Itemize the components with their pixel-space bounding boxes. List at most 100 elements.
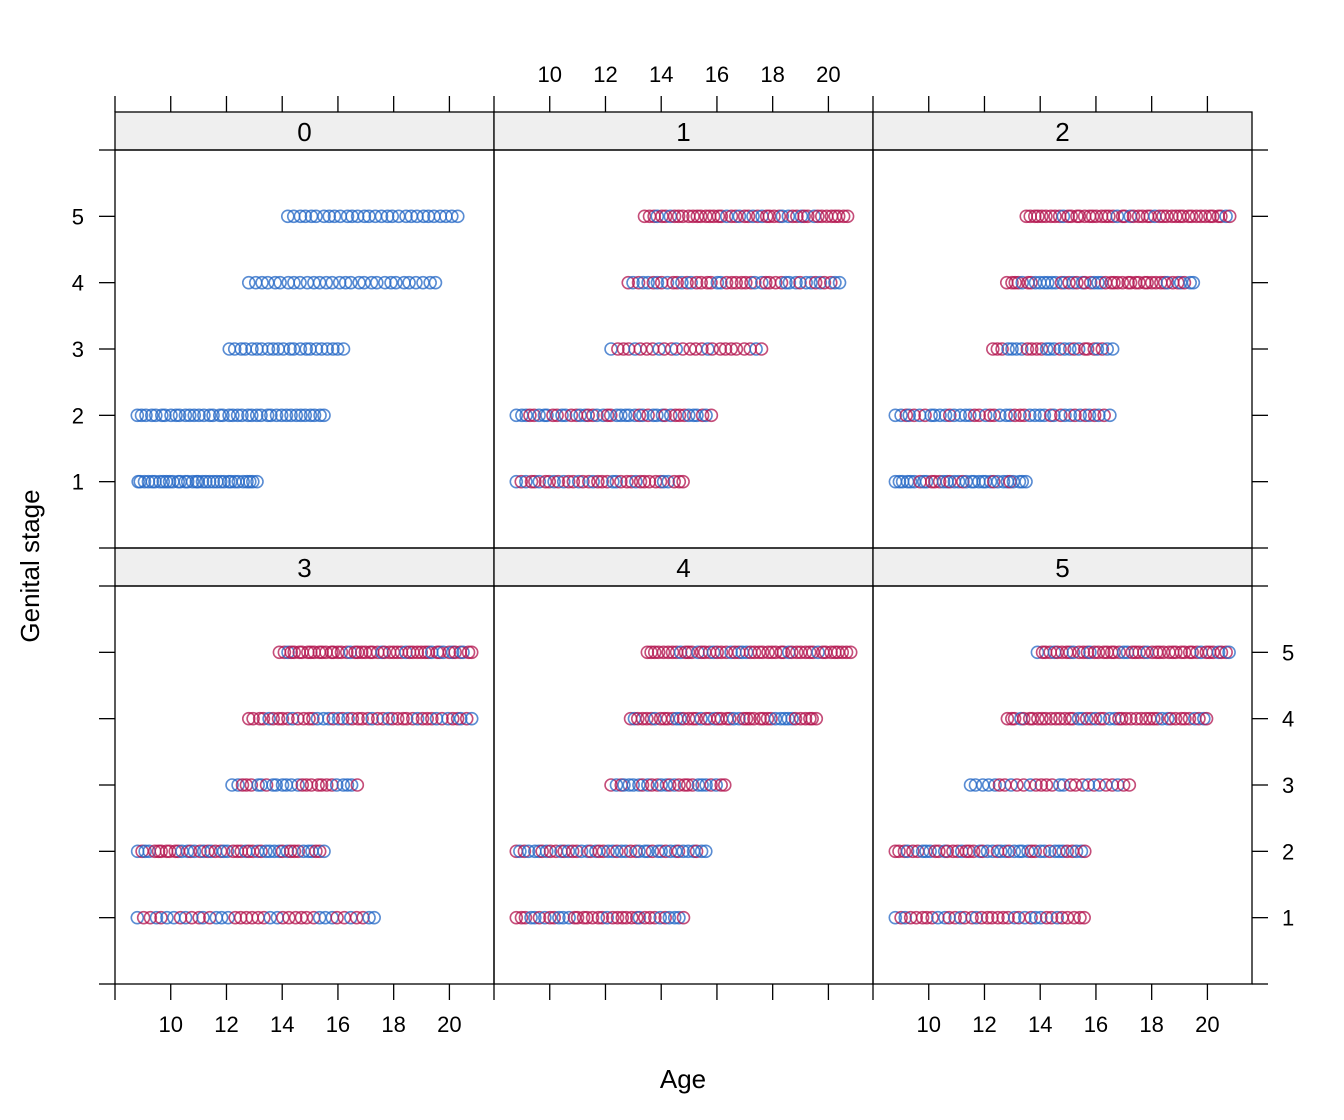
data-point: [1007, 844, 1022, 859]
points: [130, 209, 1237, 925]
data-point: [345, 711, 360, 726]
data-point: [714, 275, 728, 290]
panel-strip-label: 1: [676, 117, 690, 147]
data-point: [671, 844, 686, 859]
data-point: [396, 711, 410, 726]
data-point: [1035, 711, 1049, 726]
data-point: [658, 209, 673, 224]
data-point: [1024, 342, 1039, 356]
data-point: [709, 778, 723, 792]
data-point: [1015, 474, 1030, 489]
data-point: [1067, 910, 1081, 925]
data-point: [1013, 408, 1027, 423]
y-tick-label-right: 2: [1282, 839, 1294, 864]
data-point: [206, 474, 221, 489]
data-point: [667, 474, 681, 489]
data-point: [180, 474, 195, 489]
data-point: [666, 275, 681, 290]
data-point: [287, 275, 301, 290]
data-point: [260, 408, 275, 423]
data-point: [1019, 474, 1033, 489]
data-point: [1222, 645, 1236, 660]
data-point: [1168, 711, 1183, 726]
data-point: [737, 209, 752, 224]
data-point: [344, 778, 359, 792]
data-point: [595, 910, 610, 925]
data-point: [1115, 275, 1130, 290]
data-point: [291, 778, 305, 792]
data-point: [676, 910, 691, 925]
data-point: [1029, 342, 1044, 356]
data-point: [1047, 408, 1061, 423]
data-point: [625, 910, 639, 925]
data-point: [316, 711, 331, 726]
data-point: [729, 342, 744, 356]
x-tick-label-bottom: 18: [381, 1012, 405, 1037]
data-point: [149, 408, 163, 423]
data-point: [448, 645, 462, 660]
data-point: [246, 474, 260, 489]
data-point: [927, 408, 942, 423]
data-point: [665, 711, 680, 726]
data-point: [1123, 275, 1138, 290]
data-point: [289, 408, 304, 423]
data-point: [986, 474, 1001, 489]
data-point: [1005, 275, 1019, 290]
data-point: [699, 408, 713, 423]
data-point: [294, 408, 308, 423]
data-point: [255, 275, 269, 290]
data-point: [256, 711, 271, 726]
data-point: [192, 408, 206, 423]
data-point: [275, 778, 290, 792]
data-point: [635, 778, 650, 792]
data-point: [1132, 645, 1146, 660]
data-point: [643, 910, 657, 925]
data-point: [409, 275, 423, 290]
data-point: [729, 275, 744, 290]
data-point: [144, 408, 159, 423]
data-point: [1219, 209, 1233, 224]
data-point: [919, 474, 934, 489]
data-point: [761, 645, 775, 660]
data-point: [445, 711, 460, 726]
data-point: [658, 910, 672, 925]
data-point: [428, 275, 443, 290]
data-point: [551, 474, 566, 489]
data-point: [1110, 275, 1125, 290]
data-point: [299, 342, 314, 356]
data-point: [1058, 711, 1072, 726]
data-point: [1107, 275, 1121, 290]
data-point: [1052, 778, 1067, 792]
data-point: [672, 778, 686, 792]
data-point: [1033, 910, 1048, 925]
data-point: [1192, 711, 1206, 726]
data-point: [357, 209, 372, 224]
data-point: [724, 342, 739, 356]
data-point: [130, 910, 145, 925]
data-point: [1033, 408, 1047, 423]
data-point: [162, 474, 177, 489]
data-point: [618, 844, 633, 859]
data-point: [656, 645, 671, 660]
x-tick-label-bottom: 18: [1139, 1012, 1163, 1037]
data-point: [267, 844, 282, 859]
data-point: [571, 474, 586, 489]
data-point: [160, 910, 174, 925]
data-point: [724, 645, 738, 660]
data-point: [641, 844, 655, 859]
x-tick-label-top: 18: [760, 62, 784, 87]
data-point: [972, 408, 987, 423]
data-point: [1071, 342, 1086, 356]
panel-strip: [114, 111, 495, 151]
data-point: [1160, 275, 1175, 290]
data-point: [614, 844, 629, 859]
data-point: [621, 275, 636, 290]
data-point: [283, 844, 298, 859]
data-point: [894, 408, 908, 423]
data-point: [693, 209, 708, 224]
data-point: [713, 342, 728, 356]
data-point: [646, 275, 661, 290]
data-point: [676, 342, 690, 356]
data-point: [966, 844, 981, 859]
